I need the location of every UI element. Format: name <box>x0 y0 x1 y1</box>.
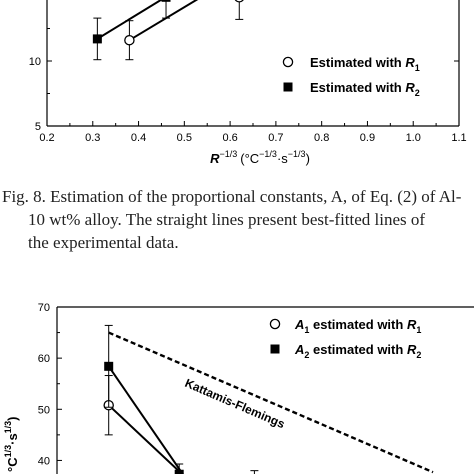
y-axis-label-mid: ·s <box>5 433 20 445</box>
data-point <box>161 0 171 2</box>
y-tick-label: 40 <box>38 455 50 467</box>
legend-marker <box>283 82 293 92</box>
legend-label: Estimated with R1 <box>310 55 420 73</box>
legend-label-a-subscript: 2 <box>304 350 309 360</box>
x-axis-label-symbol: R <box>210 151 220 166</box>
x-axis-label-units-mid: ·s <box>277 151 288 166</box>
data-point <box>124 34 135 46</box>
legend-label-text: estimated with <box>309 342 407 357</box>
y-axis-label: °C1/3·s1/3) <box>3 416 20 472</box>
legend-label-r-symbol: R <box>407 342 417 357</box>
data-point <box>92 34 102 44</box>
x-axis-label-exponent: −1/3 <box>219 149 237 159</box>
y-tick-label: 15 <box>29 0 41 3</box>
legend-label: A1 estimated with R1 <box>294 317 421 335</box>
x-tick-label: 0.7 <box>268 132 283 144</box>
x-axis-label-units-end: ) <box>306 151 310 166</box>
fit-line <box>96 0 163 40</box>
y-axis-label-units: °C <box>5 457 20 472</box>
series-2 <box>104 324 184 474</box>
series-3 <box>250 470 259 474</box>
legend-label-text: Estimated with <box>310 80 405 95</box>
legend-label-r-subscript: 1 <box>416 325 421 335</box>
series-1 <box>124 0 244 61</box>
series-2 <box>92 0 171 61</box>
fit-line <box>128 0 199 42</box>
x-axis-label: R−1/3 (°C−1/3·s−1/3) <box>210 149 310 166</box>
y-axis-label-exp1: 1/3 <box>3 445 13 458</box>
fit-line <box>107 365 184 474</box>
legend-marker <box>282 56 294 68</box>
fit-line <box>108 404 184 474</box>
y-axis-label-exp2: 1/3 <box>3 421 13 434</box>
data-point <box>174 469 184 474</box>
figure-caption: Fig. 8. Estimation of the proportional c… <box>2 185 474 254</box>
legend-label-symbol: R <box>405 80 415 95</box>
x-tick-label: 0.6 <box>222 132 237 144</box>
y-tick-label: 10 <box>29 56 41 68</box>
legend-label: Estimated with R2 <box>310 80 420 98</box>
x-tick-label: 0.3 <box>85 132 100 144</box>
caption-line-3: the experimental data. <box>28 233 179 252</box>
legend-label-a-symbol: A <box>294 342 304 357</box>
data-point <box>234 0 244 3</box>
legend-marker <box>269 318 281 330</box>
legend-label: A2 estimated with R2 <box>294 342 421 360</box>
data-point <box>104 361 114 371</box>
legend-label-subscript: 2 <box>415 88 420 98</box>
legend-label-a-symbol: A <box>294 317 304 332</box>
legend-label-r-subscript: 2 <box>416 350 421 360</box>
y-tick-label: 70 <box>38 302 50 314</box>
x-axis-label-units-exp2: −1/3 <box>288 149 306 159</box>
chart-proportional-constants-estimate: 0.20.30.40.50.60.70.80.91.01.151015R−1/3… <box>29 0 467 166</box>
kattamis-flemings-line <box>108 331 434 474</box>
legend-label-subscript: 1 <box>415 63 420 73</box>
caption-line-2: 10 wt% alloy. The straight lines present… <box>28 210 426 229</box>
x-tick-label: 0.4 <box>131 132 146 144</box>
x-tick-label: 0.9 <box>360 132 375 144</box>
y-axis-label-end: ) <box>5 416 20 420</box>
x-tick-label: 0.8 <box>314 132 329 144</box>
x-axis-label-units-exp1: −1/3 <box>259 149 277 159</box>
legend-label-r-symbol: R <box>407 317 417 332</box>
y-tick-label: 50 <box>38 404 50 416</box>
legend-label-symbol: R <box>405 55 415 70</box>
x-tick-label: 1.0 <box>406 132 421 144</box>
legend-label-text: Estimated with <box>310 55 405 70</box>
y-tick-label: 60 <box>38 353 50 365</box>
y-tick-label: 5 <box>35 121 41 133</box>
x-tick-label: 0.5 <box>177 132 192 144</box>
x-axis-label-units: (°C <box>240 151 259 166</box>
x-tick-label: 1.1 <box>451 132 466 144</box>
x-tick-label: 0.2 <box>39 132 54 144</box>
caption-line-1: Fig. 8. Estimation of the proportional c… <box>2 187 462 206</box>
legend-label-a-subscript: 1 <box>304 325 309 335</box>
legend-marker <box>270 344 280 354</box>
legend-label-text: estimated with <box>309 317 407 332</box>
